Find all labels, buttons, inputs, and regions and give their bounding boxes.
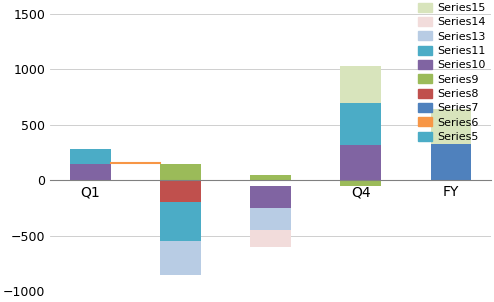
Bar — [250, 208, 291, 230]
Bar — [340, 145, 381, 180]
Bar — [160, 180, 201, 202]
Bar — [340, 66, 381, 103]
Legend: Series15, Series14, Series13, Series11, Series10, Series9, Series8, Series7, Ser: Series15, Series14, Series13, Series11, … — [418, 2, 486, 142]
Bar — [160, 202, 201, 241]
Bar — [250, 175, 291, 180]
Bar — [70, 164, 111, 180]
Bar — [340, 180, 381, 186]
Bar — [160, 241, 201, 275]
Bar — [160, 164, 201, 180]
Bar — [431, 144, 471, 180]
Bar — [250, 230, 291, 247]
Bar — [340, 180, 381, 186]
Bar — [70, 149, 111, 164]
Bar — [250, 186, 291, 208]
Bar — [431, 109, 471, 144]
Bar — [340, 103, 381, 145]
Bar — [250, 175, 291, 180]
